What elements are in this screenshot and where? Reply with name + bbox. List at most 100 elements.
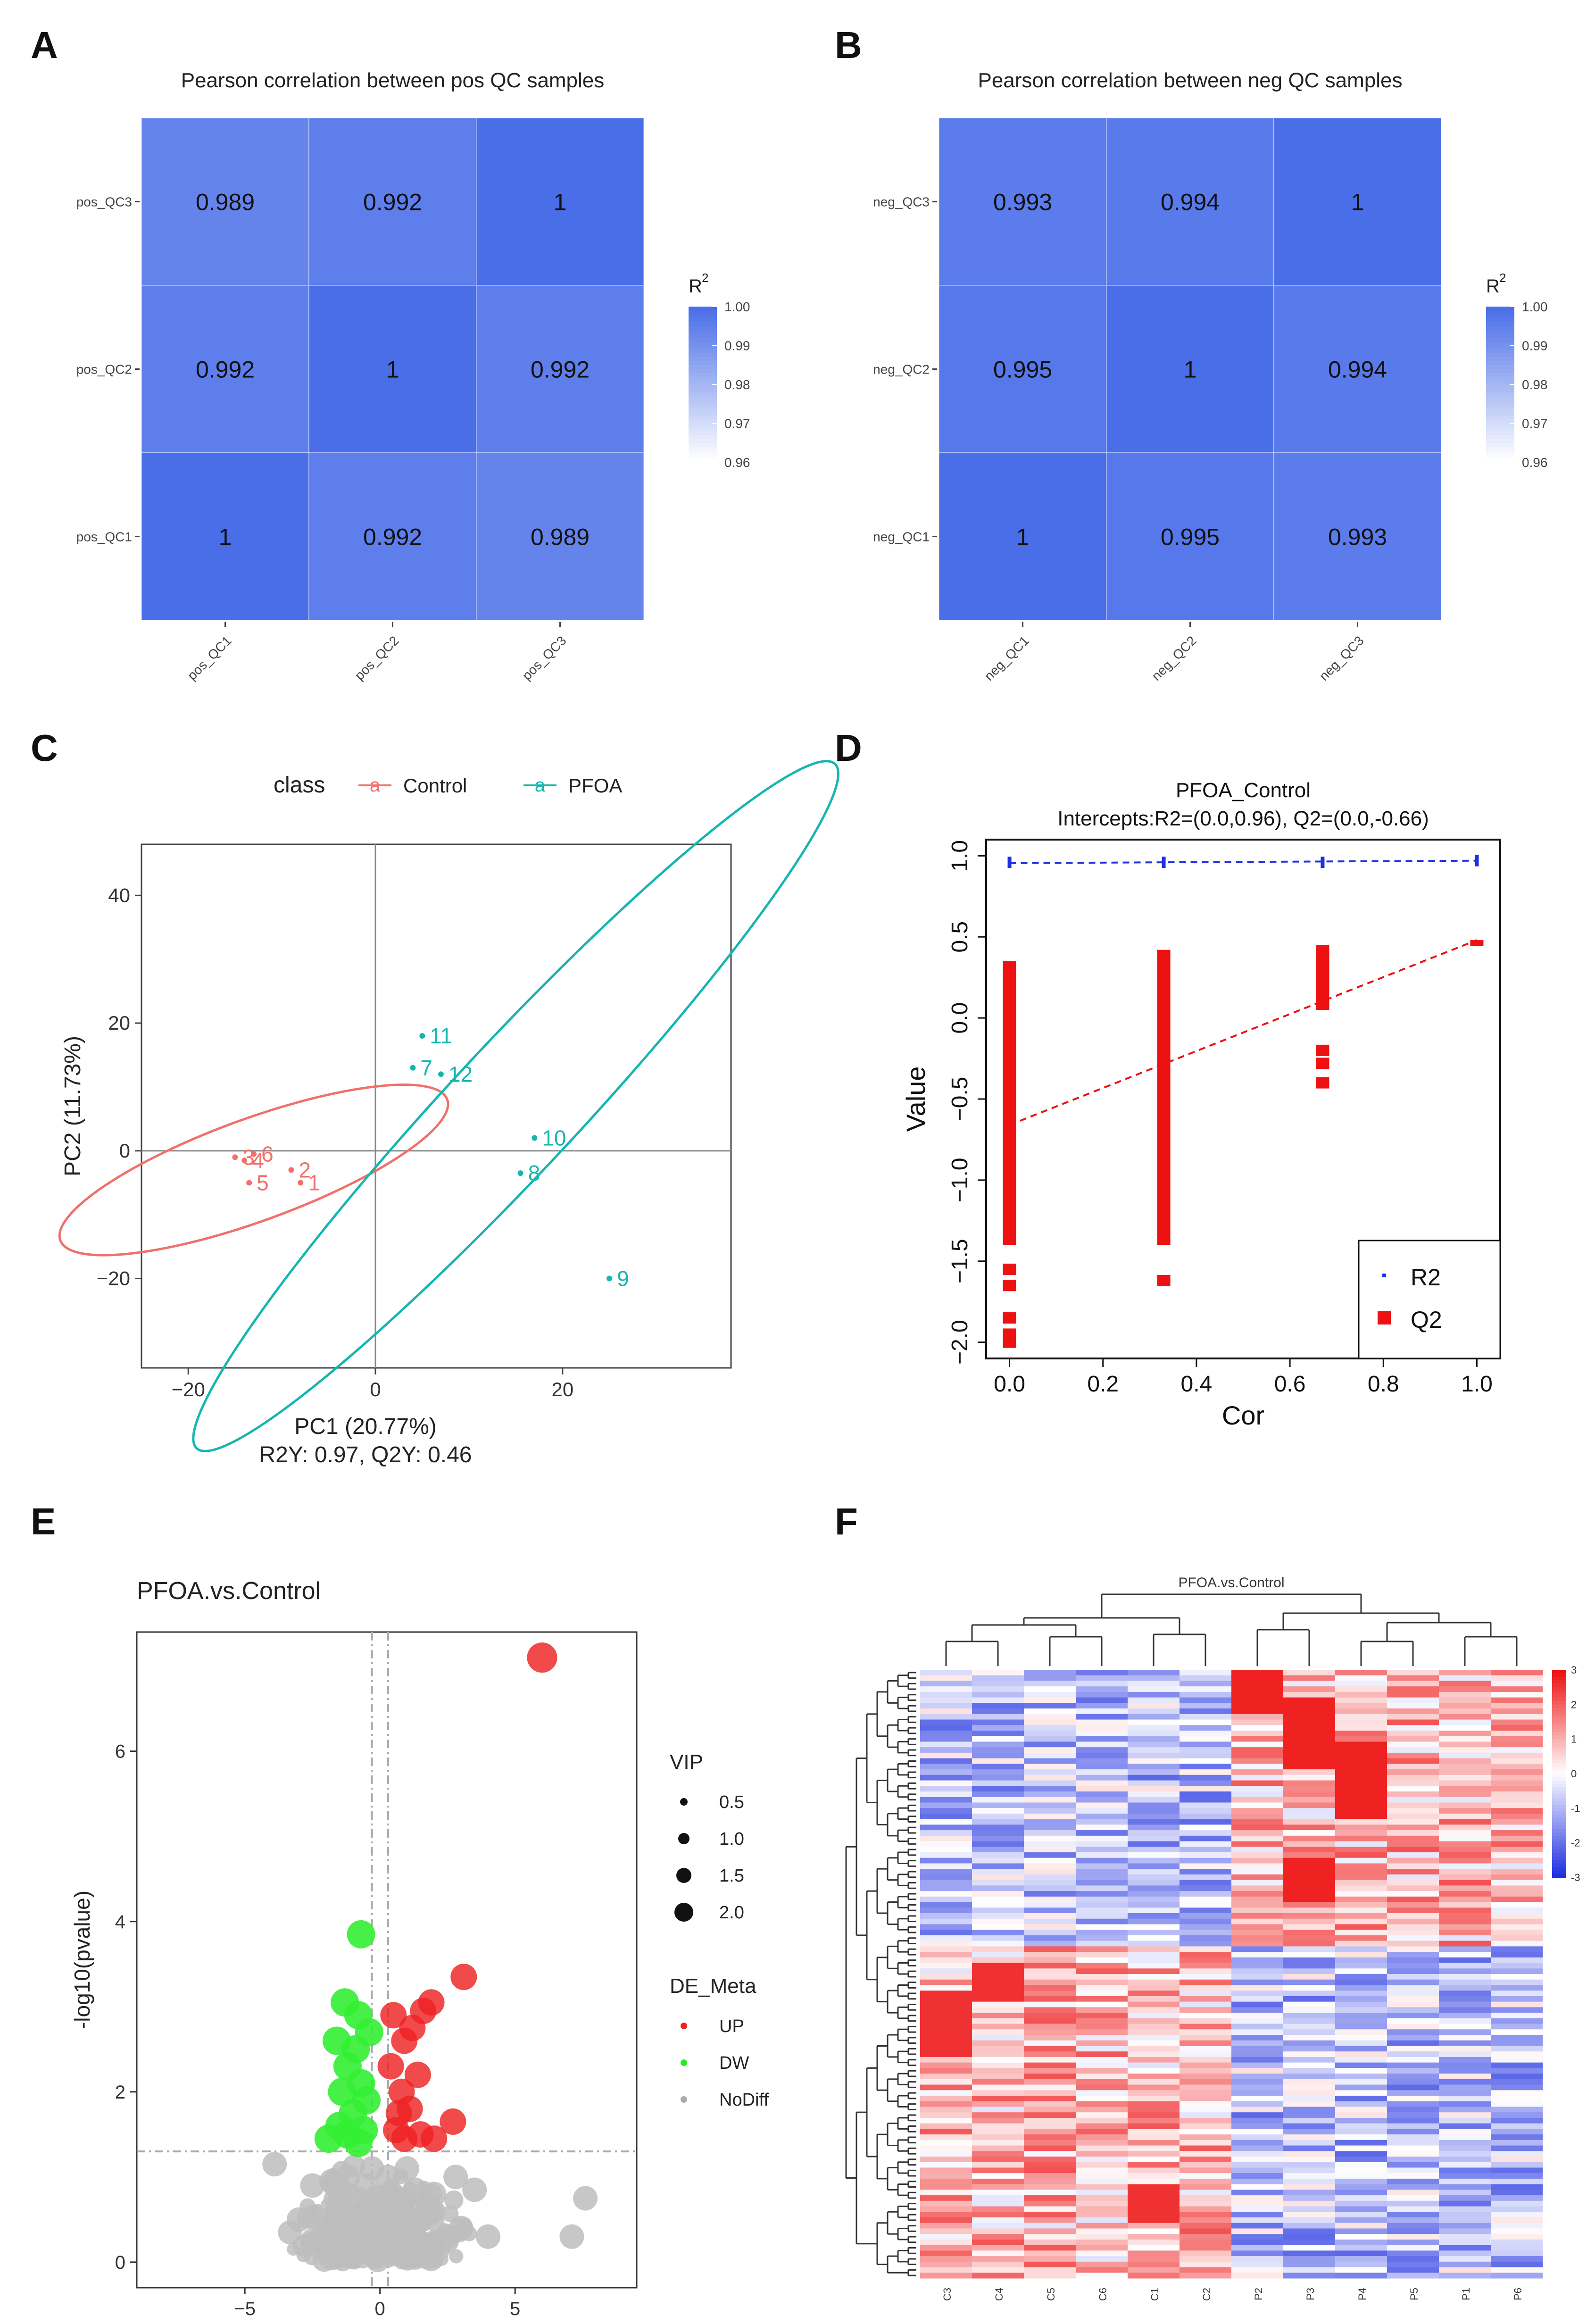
legend-tick-label: 1.00 [1522,300,1548,314]
heatmap-cell [1076,2117,1128,2124]
heatmap-cell [1283,2239,1336,2246]
heatmap-cell [1335,1874,1387,1881]
heatmap-cell [1335,2223,1387,2229]
sample-label: 8 [528,1161,540,1185]
heatmap-cell [1180,1675,1232,1681]
sample-point [606,1275,613,1282]
panel-label-c: C [31,727,58,769]
q2-point [1316,1058,1329,1069]
heatmap-cell [1024,1741,1076,1748]
heatmap-cell [972,1957,1024,1964]
heatmap-cell [1387,1908,1439,1914]
heatmap-cell [1180,2273,1232,2279]
heatmap-cell [1128,2024,1180,2030]
heatmap-cell [1024,1902,1076,1908]
heatmap-cell [1283,2206,1336,2212]
heatmap-cell [972,2234,1024,2240]
heatmap-cell [1024,1813,1076,1820]
legend-gradient-step [689,369,717,374]
heatmap-cell [1491,2117,1543,2124]
heatmap-cell [972,2079,1024,2085]
heatmap-cell [1491,2134,1543,2141]
heatmap-cell [1335,2228,1387,2234]
heatmap-cell [920,1802,972,1808]
heatmap-cell [972,2217,1024,2224]
heatmap-cell [1128,2123,1180,2129]
heatmap-cell [1076,2167,1128,2174]
heatmap-cell [1128,1941,1180,1947]
heatmap-cell [1273,285,1442,453]
heatmap-cell [1387,1786,1439,1792]
heatmap-cell [1128,1752,1180,1759]
heatmap-cell [1128,1703,1180,1709]
heatmap-cell [1076,1736,1128,1742]
heatmap-cell [1128,2228,1180,2234]
legend-tick-label: -1 [1571,1802,1580,1814]
heatmap-cell [920,1708,972,1715]
heatmap-cell [1076,1841,1128,1847]
heatmap-cell [1128,1769,1180,1775]
heatmap-cell [1128,1863,1180,1869]
legend-tick-label: -2 [1571,1837,1580,1849]
heatmap-cell [939,452,1107,621]
size-legend-key [680,1798,688,1806]
heatmap-cell [1335,2079,1387,2085]
heatmap-cell [1024,1858,1076,1864]
heatmap-cell [1387,2234,1439,2240]
y-tick-label: 0.0 [947,1002,972,1034]
heatmap-cell [1335,1802,1387,1808]
heatmap-cell [1283,1963,1336,1969]
heatmap-cell [920,2001,972,2007]
heatmap-cell [1180,1847,1232,1853]
heatmap-cell [1024,1985,1076,1991]
color-legend-key [681,2023,687,2029]
heatmap-cell [1128,2018,1180,2024]
heatmap-cell [1180,1691,1232,1698]
legend-gradient-step [1552,1680,1566,1684]
heatmap-cell [972,1670,1024,1676]
heatmap-cell [1491,2024,1543,2030]
heatmap-cell [972,2013,1024,2019]
y-tick-label: 0.5 [947,921,972,953]
heatmap-cell [1024,1880,1076,1886]
heatmap-cell [1231,2151,1284,2157]
y-tick-label: 0 [115,2252,125,2273]
heatmap-cell [972,1885,1024,1891]
heatmap-cell [1335,2007,1387,2013]
heatmap-cell [1180,1902,1232,1908]
heatmap-cell [1387,1913,1439,1919]
heatmap-cell [1491,1869,1543,1875]
heatmap-cell [1283,2234,1336,2240]
legend-gradient-step [1552,1676,1566,1681]
legend-box [1358,1240,1501,1359]
column-label: C3 [941,2288,953,2301]
heatmap-cell [1128,1708,1180,1715]
heatmap-cell [1387,1691,1439,1698]
legend-gradient-step [1486,427,1514,432]
legend-gradient-step [1552,1867,1566,1871]
heatmap-cell [1076,1774,1128,1781]
heatmap-cell [1335,2068,1387,2074]
heatmap-cell [1335,1996,1387,2002]
heatmap-cell [1128,2178,1180,2185]
legend-gradient-step [1486,442,1514,447]
heatmap-cell [1231,1968,1284,1974]
heatmap-cell [972,1869,1024,1875]
heatmap-cell [1076,2035,1128,2041]
heatmap-cell [1180,1913,1232,1919]
heatmap-cell [1439,1819,1491,1825]
heatmap-cell [920,2223,972,2229]
legend-title: R [1486,276,1500,297]
heatmap-cell [1024,2013,1076,2019]
heatmap-cell [1180,2228,1232,2234]
heatmap-cell [972,1991,1024,1997]
heatmap-cell [1076,1974,1128,1980]
heatmap-cell [1439,2195,1491,2201]
heatmap-cell [1335,2112,1387,2118]
heatmap-cell [1076,1786,1128,1792]
heatmap-cell [1387,2046,1439,2052]
legend-gradient-step [1552,1832,1566,1836]
heatmap-cell [1231,2173,1284,2179]
legend-gradient-step [1486,361,1514,366]
heatmap-cell [1491,1946,1543,1952]
